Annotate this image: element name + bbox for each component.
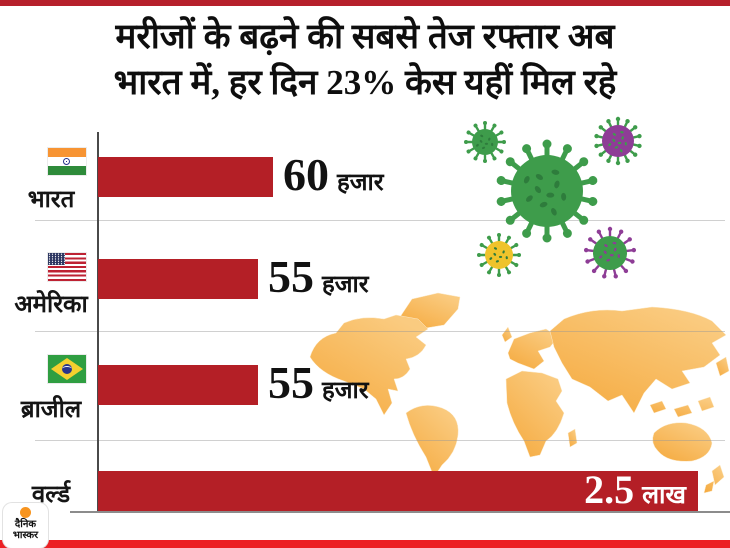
ashoka-chakra-icon [63, 158, 70, 165]
bar-row-usa: 55 हजार [98, 251, 730, 302]
india-flag-saffron [48, 148, 86, 157]
bar-india [98, 157, 273, 197]
madagascar [567, 428, 578, 448]
world-bar-baseline [70, 511, 730, 513]
value-number: 60 [283, 149, 329, 200]
headline-line1: मरीजों के बढ़ने की सबसे तेज रफ्तार अब [115, 17, 615, 56]
dainik-bhaskar-logo: दैनिक भास्कर [3, 503, 48, 548]
japan [715, 356, 730, 377]
row-divider [35, 220, 725, 221]
uk [501, 326, 513, 343]
value-unit: लाख [642, 481, 686, 509]
value-unit: हजार [322, 377, 369, 404]
bar-row-world: 2.5 लाख [98, 467, 730, 512]
south-america [405, 405, 459, 478]
value-label-india: 60 हजार [283, 149, 384, 200]
headline: मरीजों के बढ़ने की सबसे तेज रफ्तार अब भा… [0, 14, 730, 106]
indonesia [649, 396, 715, 418]
usa-flag-icon [48, 253, 86, 281]
new-zealand [703, 464, 725, 494]
north-america [309, 314, 429, 416]
europe [507, 328, 559, 370]
value-label-usa: 55 हजार [268, 251, 369, 302]
headline-line2: भारत में, हर दिन 23% केस यहीं मिल रहे [113, 63, 617, 102]
africa [505, 370, 565, 458]
india-flag-green [48, 166, 86, 175]
bar-usa [98, 259, 258, 299]
logo-text-line2: भास्कर [12, 530, 39, 541]
value-unit: हजार [337, 169, 384, 196]
row-divider [35, 440, 725, 441]
sun-icon [20, 507, 31, 518]
bar-row-india: 60 हजार [98, 149, 730, 200]
value-number: 55 [268, 251, 314, 302]
top-accent-strip [0, 0, 730, 6]
india-flag-icon [48, 148, 86, 175]
value-number: 55 [268, 357, 314, 408]
chart-axis-line [97, 132, 99, 512]
continents [309, 292, 730, 494]
bottom-accent-strip [0, 540, 730, 548]
value-number: 2.5 [584, 467, 635, 512]
value-label-world: 2.5 लाख [584, 467, 686, 512]
asia [549, 306, 727, 414]
row-divider [35, 331, 725, 332]
category-label-india: भारत [27, 186, 75, 213]
category-label-usa: अमेरिका [14, 291, 88, 318]
logo-text-line1: दैनिक [14, 519, 37, 530]
usa-flag-canton [48, 253, 65, 265]
brazil-flag-globe [62, 364, 72, 374]
australia [652, 422, 713, 462]
category-label-brazil: ब्राजील [20, 396, 82, 423]
world-map-illustration [309, 292, 730, 494]
value-label-brazil: 55 हजार [268, 357, 369, 408]
value-unit: हजार [322, 271, 369, 298]
bar-world: 2.5 लाख [98, 467, 698, 512]
brazil-flag-icon [48, 355, 86, 383]
bar-brazil [98, 365, 258, 405]
bar-row-brazil: 55 हजार [98, 357, 730, 408]
